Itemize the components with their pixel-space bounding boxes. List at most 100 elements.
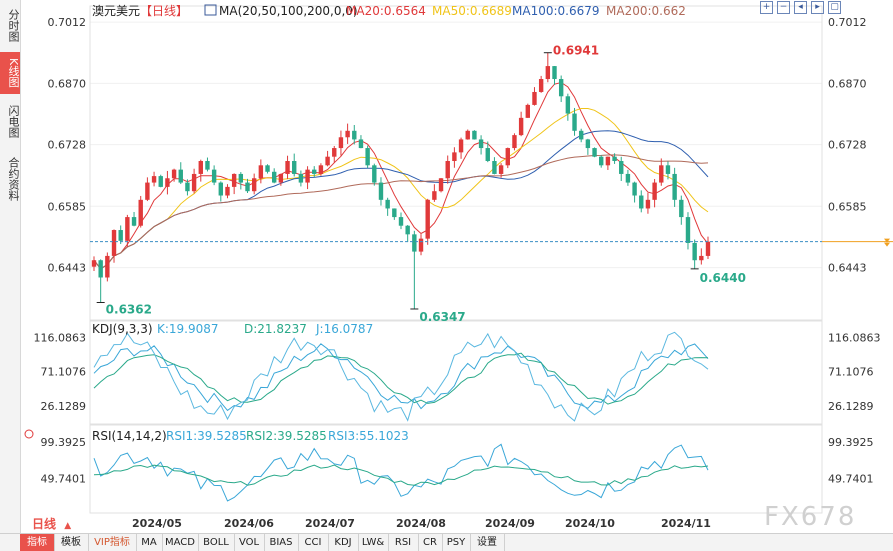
candle-body [565,96,571,114]
last-price-arrow [884,242,890,247]
candle-body [365,148,370,166]
candle-body [652,182,657,200]
candle-body [705,241,711,256]
candle-body [372,165,377,183]
side-tab-kline[interactable]: K线图 [0,52,20,94]
candle-body [285,161,290,174]
left-icon[interactable]: ◂ [794,1,807,14]
indicator-tab-2[interactable]: 模板 [54,534,89,551]
period-label: 日线 [32,517,57,531]
candle-body [645,199,651,209]
indicator-tab-9[interactable]: CCI [298,534,329,551]
candle-body [625,173,631,183]
date-tick: 2024/05 [132,517,182,530]
side-tab-contract-info[interactable]: 合约资料 [7,157,20,201]
candle-body [632,182,637,196]
price-tick-left: 0.6728 [48,139,87,152]
candle-body [151,176,157,183]
price-annotations: 0.6941 0.6362 0.6347 0.6440 [90,44,893,324]
candle-body [325,156,330,166]
indicator-tab-8[interactable]: BIAS [264,534,299,551]
candle-body [318,165,324,174]
legend-header: 澳元美元 【日线】 MA(20,50,100,200,0,0)MA20:0.6564… [24,4,856,532]
plus-icon[interactable]: + [760,1,773,14]
kdj-label: KDJ(9,3,3) [92,322,153,336]
date-axis-labels: 2024/05 2024/06 2024/07 2024/08 2024/09 2024/… [132,517,711,530]
candle-body [378,182,384,200]
candle-body [125,217,130,241]
minus-icon[interactable]: − [777,1,790,14]
indicator-tab-13[interactable]: CR [418,534,443,551]
kdj-tick-right: 71.1076 [828,366,874,379]
indicator-tab-15[interactable]: 设置 [470,534,505,551]
candle-body [532,91,537,105]
side-tab-bar: 分时图 K线图 闪电图 合约资料 [0,0,21,550]
extreme-label: 0.6362 [106,303,152,317]
indicator-tab-3[interactable]: VIP指标 [88,534,137,551]
candle-body [472,130,477,140]
rsi-tick-left: 99.3925 [41,436,87,449]
candle-body [98,260,103,278]
period-selector[interactable]: 日线 ▲ [20,516,80,533]
rsi-label: RSI(14,14,2) [92,429,167,443]
candle-body [478,139,484,149]
date-tick: 2024/06 [224,517,274,530]
candle-body [218,182,224,196]
rsi-series-line [93,464,709,486]
candle-body [438,178,444,192]
candle-body [278,173,284,183]
kdj-lines [93,331,709,422]
kdj-tick-right: 116.0863 [828,331,881,344]
side-tab-timeshare[interactable]: 分时图 [7,8,20,42]
candle-body [158,176,163,187]
indicator-tab-10[interactable]: KDJ [328,534,359,551]
candle-body [138,199,143,226]
candle-body [599,156,604,166]
watermark: FX678 [764,502,856,532]
side-tab-lightning[interactable]: 闪电图 [7,104,20,138]
date-tick: 2024/08 [396,517,446,530]
candle-body [265,165,270,172]
indicator-tab-5[interactable]: MACD [162,534,199,551]
rsi-2: RSI2:39.5285 [246,429,327,443]
fullscreen-icon[interactable]: ▢ [828,1,841,14]
price-tick-right: 0.6870 [828,77,867,90]
candle-body [578,130,584,140]
indicator-tab-4[interactable]: MA [136,534,163,551]
indicator-tab-11[interactable]: LW& [358,534,389,551]
candle-body [238,173,244,183]
indicator-tab-14[interactable]: PSY [442,534,471,551]
candle-body [525,104,531,118]
candle-body [585,139,591,149]
indicator-tab-1[interactable]: 指标 [20,534,55,551]
price-tick-right: 0.6443 [828,262,867,275]
right-icon[interactable]: ▸ [811,1,824,14]
indicator-tab-6[interactable]: BOLL [198,534,235,551]
rsi-series-line [93,443,709,502]
ma-line [93,81,709,270]
price-tick-left: 0.6585 [48,200,87,213]
moving-average-lines [93,81,709,270]
pane-border [89,5,823,321]
extreme-label: 0.6941 [553,44,599,58]
rsi-settings-icon [24,429,34,439]
indicator-tab-7[interactable]: VOL [234,534,265,551]
candle-body [271,171,277,183]
candle-body [492,161,497,174]
candle-body [405,225,410,235]
ma-value: MA200:0.662 [606,4,686,18]
kdj-tick-right: 26.1289 [828,400,874,413]
kdj-j: J:16.0787 [315,322,373,336]
date-tick: 2024/09 [485,517,535,530]
period-tag: 【日线】 [140,4,188,18]
ma-value: MA20:0.6564 [346,4,426,18]
rsi-1: RSI1:39.5285 [166,429,247,443]
candle-body [305,169,310,183]
kdj-series-line [93,331,709,422]
candlesticks [91,52,711,309]
candle-body [692,242,697,261]
indicator-tab-12[interactable]: RSI [388,534,419,551]
candle-body [111,230,117,256]
